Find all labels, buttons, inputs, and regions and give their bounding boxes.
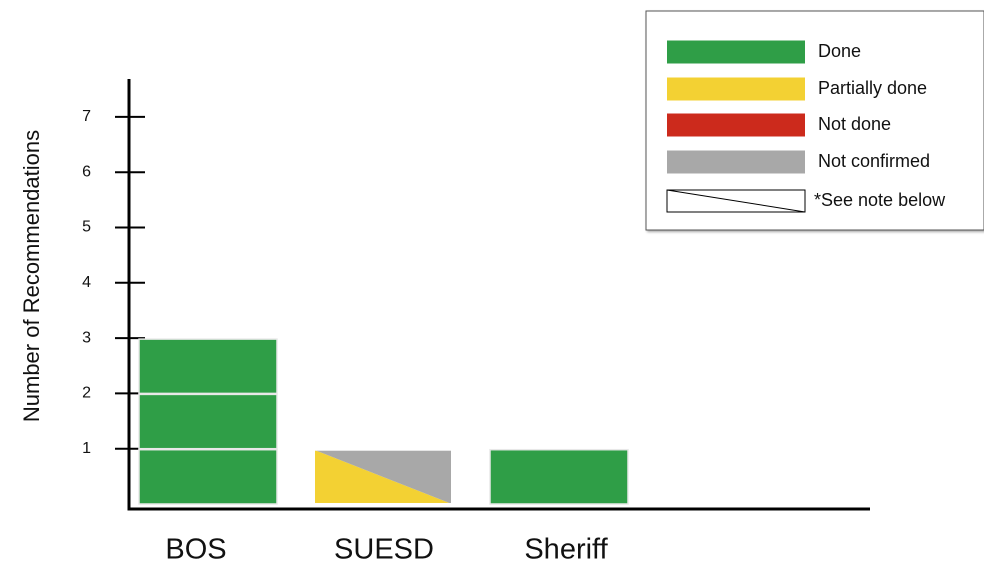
bar-segment-fill — [138, 448, 278, 505]
y-axis-label: Number of Recommendations — [19, 130, 44, 422]
legend-label: Partially done — [818, 78, 927, 98]
y-axis-ticks: 1 2 3 4 5 6 7 — [82, 108, 145, 457]
bar-segment-fill — [138, 393, 278, 450]
legend: Done Partially done Not done Not confirmed *… — [645, 10, 984, 231]
legend-swatch — [667, 77, 805, 101]
bar-segment-suesd-split — [313, 448, 453, 506]
x-category-label: Sheriff — [524, 534, 608, 566]
legend-label: Not confirmed — [818, 151, 930, 171]
legend-swatch — [667, 150, 805, 174]
bar-segment-bos-done — [138, 338, 278, 395]
bar-segment-fill — [138, 338, 278, 395]
x-category-labels: BOS SUESD Sheriff — [165, 534, 608, 566]
bar-segment-fill — [489, 448, 629, 505]
x-category-label: BOS — [165, 534, 226, 566]
legend-label: Done — [818, 41, 861, 61]
legend-item-note: *See note below — [666, 189, 946, 213]
bar-stacks — [138, 338, 629, 506]
legend-label: *See note below — [814, 190, 946, 210]
legend-swatch — [667, 113, 805, 137]
bar-segment-bos-done — [138, 448, 278, 505]
bar-segment-part-not_confirmed — [314, 449, 452, 504]
y-tick-label: 7 — [82, 108, 91, 125]
y-tick-label: 2 — [82, 385, 91, 402]
legend-swatch-diagonal — [666, 189, 806, 213]
y-tick-label: 1 — [82, 440, 91, 457]
y-tick-label: 5 — [82, 219, 91, 236]
y-tick-label: 4 — [82, 274, 91, 291]
legend-label: Not done — [818, 114, 891, 134]
legend-item-not_done: Not done — [667, 113, 891, 137]
legend-item-partially: Partially done — [667, 77, 927, 101]
bar-segment-sheriff-done — [489, 448, 629, 505]
y-tick-label: 6 — [82, 163, 91, 180]
y-tick-label: 3 — [82, 329, 91, 346]
x-category-label: SUESD — [334, 534, 434, 566]
legend-item-done: Done — [667, 40, 861, 64]
bar-segment-outline — [313, 448, 453, 506]
bar-segment-bos-done — [138, 393, 278, 450]
legend-item-not_confirmed: Not confirmed — [667, 150, 930, 174]
legend-swatch — [667, 40, 805, 64]
